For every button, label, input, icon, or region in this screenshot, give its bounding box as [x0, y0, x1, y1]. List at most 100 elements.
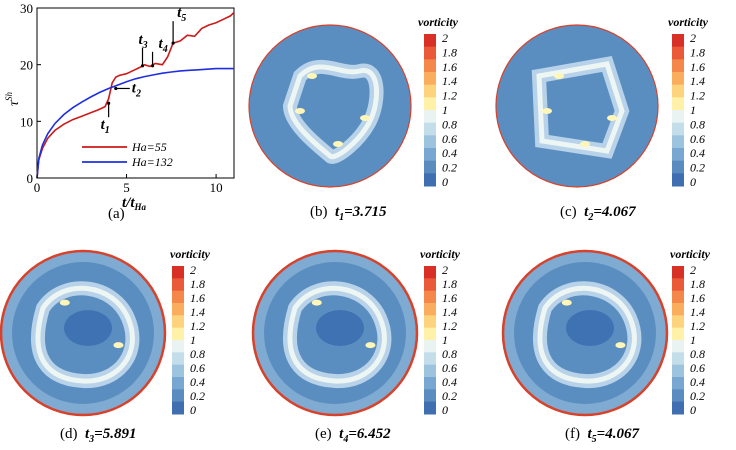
vortex-wall — [495, 24, 659, 188]
colorbar-tick-label: 0.6 — [190, 361, 205, 375]
colorbar-segment — [172, 290, 184, 304]
colorbar-d: vorticity 21.81.61.41.210.80.60.40.20 — [170, 247, 211, 417]
colorbar-tick-label: 1.8 — [442, 277, 457, 291]
colorbar-segment — [672, 278, 684, 292]
colorbar-title: vorticity — [670, 247, 711, 261]
colorbar-segment — [672, 46, 684, 60]
colorbar-segment — [672, 377, 684, 390]
colorbar-segment — [672, 97, 684, 111]
colorbar-segment — [424, 135, 436, 149]
colorbar-segment — [424, 84, 436, 98]
colorbar-segment — [672, 160, 684, 174]
colorbar-segment — [672, 315, 684, 329]
vorticity-peak — [311, 299, 322, 306]
colorbar-tick-label: 0 — [190, 403, 196, 417]
colorbar-tick-label: 1.2 — [690, 89, 705, 103]
colorbar-tick-label: 1.2 — [442, 319, 457, 333]
colorbar-tick-label: 2 — [190, 263, 196, 277]
colorbar-tick-label: 2 — [690, 31, 696, 45]
y-tick-label: 10 — [20, 114, 33, 129]
colorbar-tick-label: 0.4 — [442, 146, 457, 160]
vortex-core — [287, 64, 380, 160]
vorticity-peak — [554, 73, 564, 79]
colorbar-tick-label: 0.2 — [190, 389, 205, 403]
colorbar-segment — [672, 173, 684, 187]
colorbar-segment — [424, 173, 436, 187]
legend-label-ha132: Ha=132 — [131, 155, 173, 169]
annotation-arrowhead — [107, 101, 111, 105]
colorbar-segment — [672, 266, 684, 279]
colorbar-segment — [424, 315, 436, 329]
colorbar-tick-label: 0.6 — [442, 361, 457, 375]
vortex-center — [64, 310, 112, 346]
colorbar-segment — [172, 340, 184, 353]
colorbar-tick-label: 0.6 — [690, 361, 705, 375]
colorbar-b: vorticity 21.81.61.41.210.80.60.40.20 — [418, 15, 459, 189]
caption-f: (f) t5=4.067 — [565, 426, 639, 445]
annotation-t1: t1 — [101, 117, 110, 136]
colorbar-tick-label: 1.4 — [442, 305, 457, 319]
vortex-core — [537, 285, 637, 384]
colorbar-e: vorticity 21.81.61.41.210.80.60.40.20 — [420, 247, 461, 417]
vortex-panel-d — [0, 249, 167, 417]
colorbar-segment — [424, 110, 436, 124]
y-tick-label: 0 — [27, 171, 34, 186]
colorbar-segment — [672, 84, 684, 98]
colorbar-f: vorticity 21.81.61.41.210.80.60.40.20 — [670, 247, 711, 417]
annotation-t2: t2 — [132, 80, 141, 99]
colorbar-tick-label: 1 — [690, 103, 696, 117]
vortex-core — [536, 61, 625, 154]
caption-d: (d) t3=5.891 — [60, 426, 137, 445]
colorbar-tick-label: 1.4 — [690, 305, 705, 319]
colorbar-segment — [424, 160, 436, 174]
caption-c: (c) t2=4.067 — [560, 204, 636, 223]
colorbar-tick-label: 1.8 — [690, 45, 705, 59]
colorbar-tick-label: 0.8 — [190, 347, 205, 361]
colorbar-tick-label: 2 — [690, 263, 696, 277]
colorbar-segment — [424, 266, 436, 279]
colorbar-title: vorticity — [170, 247, 211, 261]
y-tick-label: 30 — [20, 1, 33, 16]
legend-label-ha55: Ha=55 — [131, 140, 167, 154]
colorbar-tick-label: 0.6 — [442, 132, 457, 146]
colorbar-tick-label: 0.2 — [442, 389, 457, 403]
plot-frame — [36, 7, 235, 179]
colorbar-tick-label: 1.2 — [190, 319, 205, 333]
colorbar-segment — [424, 377, 436, 390]
vortex-center — [566, 310, 614, 346]
colorbar-tick-label: 2 — [442, 31, 448, 45]
annotation-arrowhead — [150, 64, 155, 68]
vorticity-peak — [295, 108, 305, 114]
colorbar-tick-label: 1 — [442, 103, 448, 117]
vorticity-peak — [333, 141, 343, 147]
x-axis-label: t/tHa — [122, 195, 147, 212]
colorbar-tick-label: 0 — [690, 403, 696, 417]
vortex-core — [35, 285, 135, 384]
colorbar-segment — [424, 401, 436, 415]
vortex-wall — [248, 24, 412, 188]
vorticity-peak — [59, 299, 70, 306]
colorbar-segment — [672, 401, 684, 415]
colorbar-tick-label: 1.6 — [190, 291, 205, 305]
vorticity-peak — [307, 73, 317, 79]
colorbar-tick-label: 0.8 — [442, 347, 457, 361]
vorticity-peak — [542, 108, 552, 114]
colorbar-segment — [424, 364, 436, 378]
colorbar-segment — [172, 352, 184, 366]
x-tick-label: 0 — [34, 180, 41, 195]
colorbar-tick-label: 2 — [442, 263, 448, 277]
colorbar-tick-label: 1 — [442, 333, 448, 347]
colorbar-tick-label: 0.4 — [442, 375, 457, 389]
x-tick-label: 10 — [210, 180, 223, 195]
series-line-ha55 — [36, 11, 235, 179]
colorbar-c: vorticity 21.81.61.41.210.80.60.40.20 — [668, 15, 709, 189]
panel-label-a: (a) — [108, 206, 125, 222]
colorbar-segment — [424, 290, 436, 304]
colorbar-segment — [424, 327, 436, 341]
colorbar-segment — [424, 59, 436, 73]
wall-layer — [504, 252, 666, 414]
y-tick-label: 20 — [20, 58, 33, 73]
vortex-center — [316, 310, 364, 346]
x-tick-label: 5 — [123, 180, 130, 195]
vorticity-peak — [561, 299, 572, 306]
